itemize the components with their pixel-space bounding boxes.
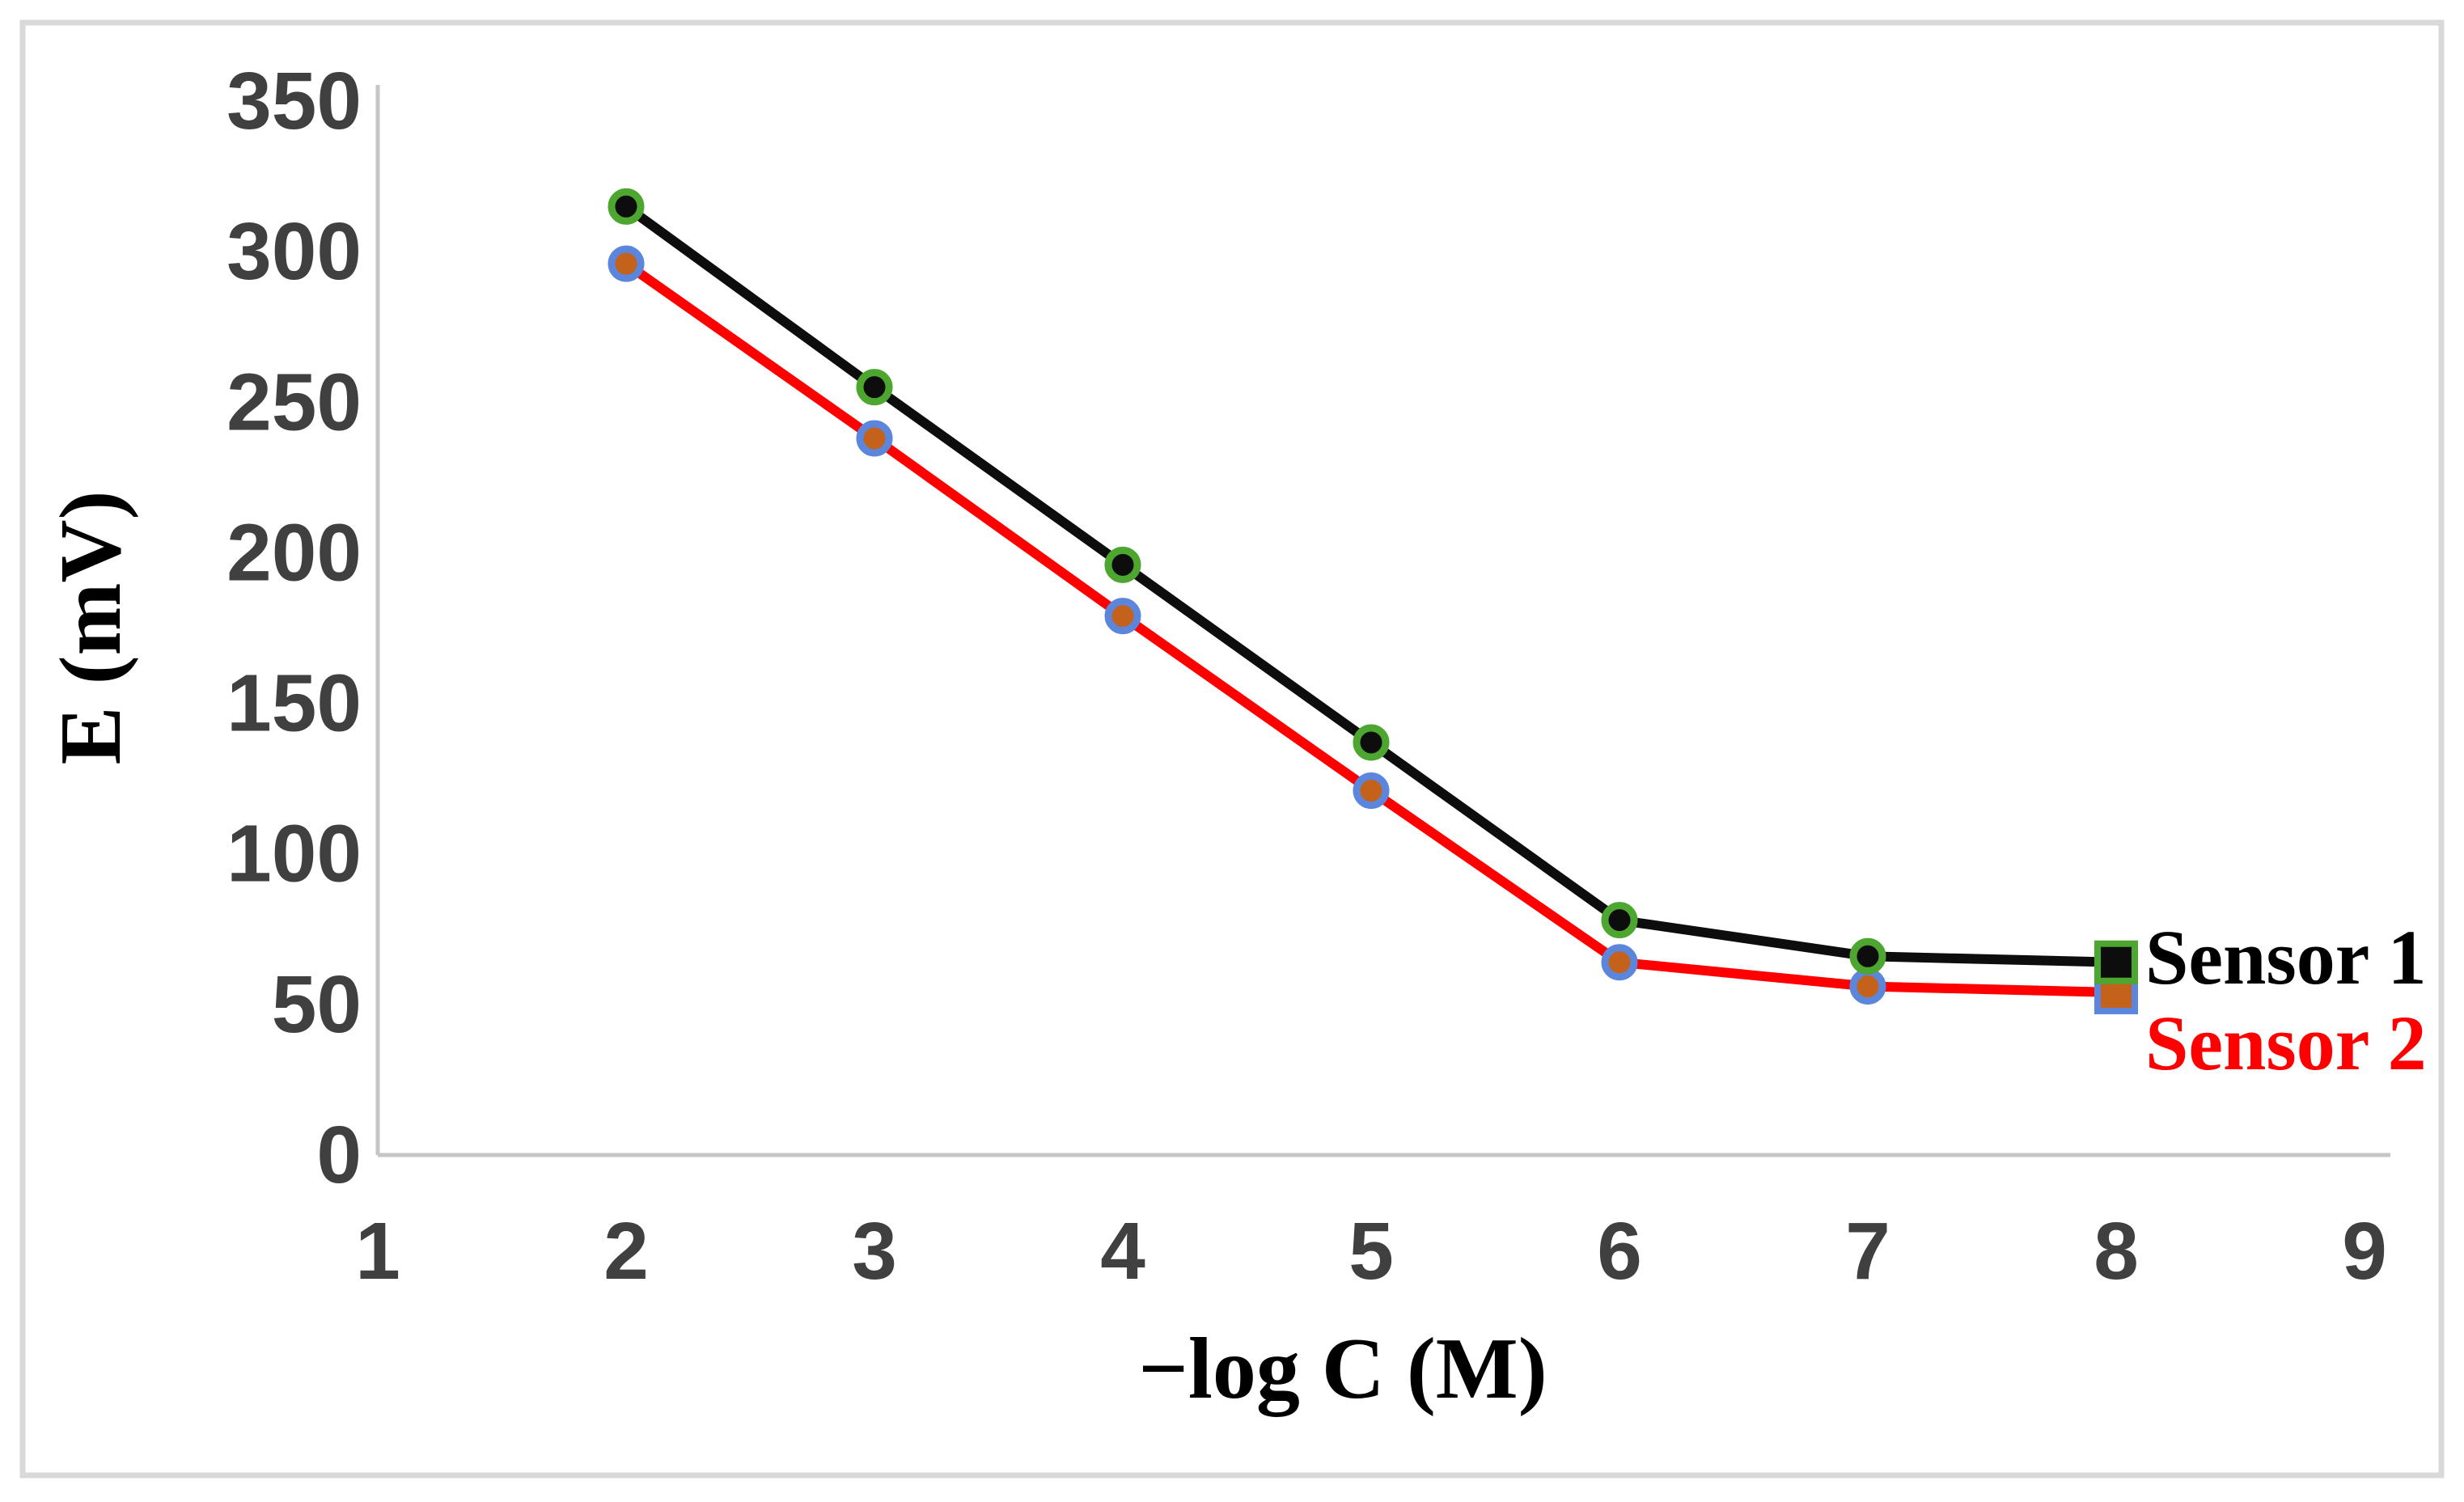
data-point-marker-sensor-2: [1104, 598, 1141, 635]
data-point-marker-sensor-1: [608, 188, 645, 225]
data-point-marker-sensor-1: [1104, 546, 1141, 583]
data-point-marker-sensor-2: [856, 420, 893, 457]
y-tick-labels: 0 50 100 150 200 250 300 350: [227, 56, 362, 1200]
y-axis-title: E (mV): [43, 491, 139, 765]
x-axis-title: −log C (M): [1138, 1321, 1547, 1417]
x-tick-label: 8: [2094, 1206, 2139, 1297]
x-tick-label: 5: [1348, 1206, 1394, 1297]
legend-label-sensor-1: Sensor 1: [2145, 914, 2427, 1001]
series-sensor-1: [608, 188, 2138, 984]
x-tick-label: 7: [1845, 1206, 1890, 1297]
data-point-marker-sensor-1: [1849, 937, 1886, 975]
data-point-marker-sensor-2: [1353, 772, 1390, 810]
data-point-marker-sensor-1: [856, 369, 893, 406]
y-tick-label: 150: [227, 658, 362, 749]
x-tick-label: 2: [603, 1206, 649, 1297]
y-tick-label: 50: [272, 959, 362, 1050]
x-tick-label: 9: [2342, 1206, 2387, 1297]
x-tick-label: 3: [852, 1206, 897, 1297]
y-tick-label: 100: [227, 809, 362, 899]
x-tick-label: 1: [355, 1206, 400, 1297]
y-tick-label: 200: [227, 507, 362, 598]
x-tick-label: 6: [1597, 1206, 1642, 1297]
y-tick-label: 300: [227, 206, 362, 297]
x-tick-label: 4: [1100, 1206, 1145, 1297]
chart-frame: [19, 19, 2445, 1479]
data-point-marker-sensor-1: [1601, 902, 1638, 939]
data-point-marker-sensor-2: [1849, 968, 1886, 1005]
data-point-marker-sensor-1: [2094, 940, 2138, 984]
data-series: [608, 188, 2138, 1014]
y-tick-label: 0: [316, 1110, 362, 1200]
y-tick-label: 350: [227, 56, 362, 146]
data-point-marker-sensor-2: [1601, 944, 1638, 981]
x-tick-labels: 1 2 3 4 5 6 7 8 9: [355, 1206, 2387, 1297]
data-point-marker-sensor-1: [1353, 724, 1390, 761]
data-point-marker-sensor-2: [608, 245, 645, 282]
legend-label-sensor-2: Sensor 2: [2145, 1000, 2427, 1086]
y-tick-label: 250: [227, 357, 362, 447]
series-sensor-2: [608, 245, 2138, 1014]
